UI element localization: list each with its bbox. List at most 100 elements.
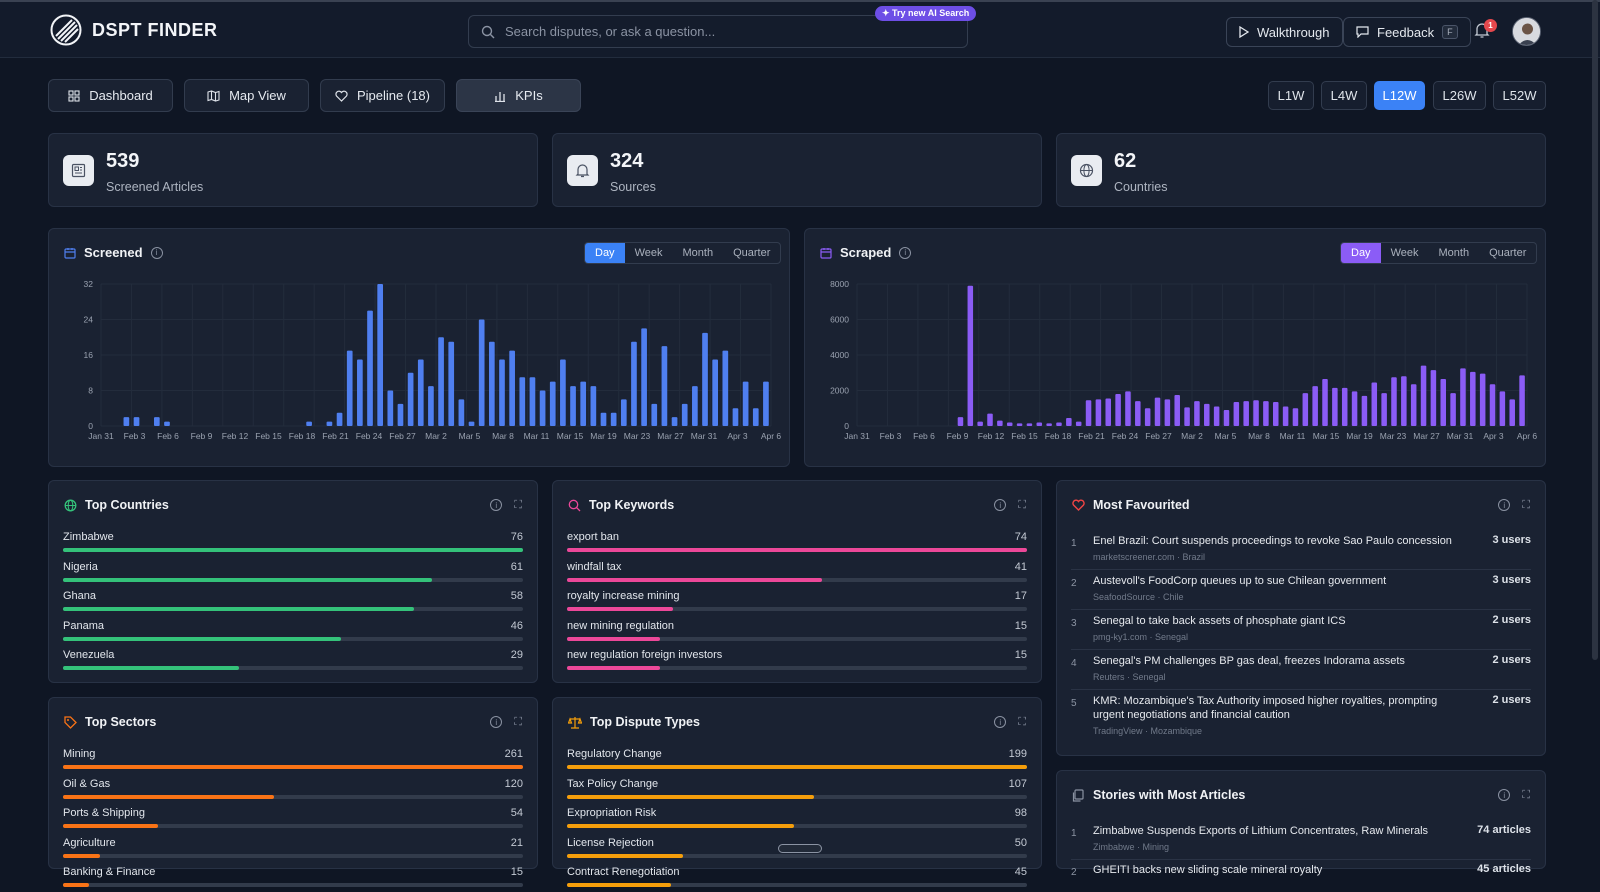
chart-bar[interactable] [1489,384,1496,426]
item-title[interactable]: Senegal to take back assets of phosphate… [1093,615,1346,627]
chart-bar[interactable] [600,412,607,426]
chart-bar[interactable] [590,386,597,426]
chart-bar[interactable] [1351,391,1358,426]
chart-bar[interactable] [1312,386,1318,426]
user-avatar[interactable] [1512,17,1541,46]
chart-bar[interactable] [722,350,729,426]
chart-bar[interactable] [1066,418,1072,426]
chart-bar[interactable] [1292,408,1299,426]
chart-bar[interactable] [763,381,769,426]
chart-bar[interactable] [1282,406,1289,426]
chart-bar[interactable] [1499,391,1506,426]
search-input[interactable] [505,24,925,39]
chart-bar[interactable] [377,284,384,426]
chart-bar[interactable] [1272,402,1279,426]
chart-bar[interactable] [1213,406,1220,426]
rank-row[interactable]: Contract Renegotiation 45 [567,866,1027,892]
chart-bar[interactable] [977,421,983,426]
tab-map-view[interactable]: Map View [184,79,309,112]
chart-bar[interactable] [123,417,130,426]
info-icon[interactable]: i [994,716,1007,728]
chart-bar[interactable] [539,390,546,427]
chart-bar[interactable] [509,350,515,426]
chart-bar[interactable] [367,310,373,426]
chart-bar[interactable] [326,421,333,426]
chart-bar[interactable] [1233,402,1240,426]
chart-bar[interactable] [153,417,160,426]
favourite-item[interactable]: 4 Senegal's PM challenges BP gas deal, f… [1071,654,1531,690]
chart-bar[interactable] [1144,408,1151,426]
rank-row[interactable]: Ghana 58 [63,590,523,616]
chart-bar[interactable] [1154,397,1161,426]
seg-week[interactable]: Week [634,247,663,259]
item-title[interactable]: Enel Brazil: Court suspends proceedings … [1093,535,1452,547]
story-item[interactable]: 1 Zimbabwe Suspends Exports of Lithium C… [1071,824,1531,860]
app-logo[interactable]: DSPT FINDER [50,14,218,46]
seg-day[interactable]: Day [1341,243,1381,263]
chart-bar[interactable] [1302,393,1309,426]
rank-row[interactable]: Banking & Finance 15 [63,866,523,892]
seg-week[interactable]: Week [1390,247,1419,259]
feedback-button[interactable]: Feedback F [1343,17,1471,47]
expand-icon[interactable]: ⛶ [1018,716,1026,728]
expand-icon[interactable]: ⛶ [514,716,522,728]
rank-row[interactable]: Agriculture 21 [63,837,523,863]
tab-pipeline[interactable]: Pipeline (18) [320,79,445,112]
range-l52w[interactable]: L52W [1493,81,1546,110]
chart-bar[interactable] [1046,423,1052,426]
range-l1w[interactable]: L1W [1268,81,1314,110]
ai-search-badge[interactable]: ✦ Try new AI Search [875,6,977,21]
chart-bar[interactable] [1410,384,1417,426]
chart-bar[interactable] [468,421,475,426]
walkthrough-button[interactable]: Walkthrough [1226,17,1343,47]
chart-bar[interactable] [519,377,526,426]
tab-kpis[interactable]: KPIs [456,79,581,112]
info-icon[interactable]: i [1498,789,1511,801]
info-icon[interactable]: i [1498,499,1511,511]
item-title[interactable]: Austevoll's FoodCorp queues up to sue Ch… [1093,575,1387,587]
chart-bar[interactable] [651,403,658,426]
rank-row[interactable]: Expropriation Risk 98 [567,807,1027,833]
chart-bar[interactable] [387,390,394,427]
rank-row[interactable]: windfall tax 41 [567,561,1027,587]
chart-bar[interactable] [1401,376,1407,426]
chart-bar[interactable] [702,332,708,426]
chart-bar[interactable] [641,328,647,426]
item-title[interactable]: KMR: Mozambique's Tax Authority imposed … [1093,695,1438,721]
chart-bar[interactable] [1036,422,1043,426]
rank-row[interactable]: Zimbabwe 76 [63,531,523,557]
chart-bar[interactable] [620,399,627,426]
info-icon[interactable]: i [899,246,912,259]
chart-bar[interactable] [1223,410,1230,426]
seg-quarter[interactable]: Quarter [733,247,771,259]
seg-day[interactable]: Day [585,243,625,263]
info-icon[interactable]: i [490,716,503,728]
chart-bar[interactable] [580,381,587,426]
chart-bar[interactable] [1263,401,1269,426]
chart-bar[interactable] [1075,421,1082,426]
page-scrollbar[interactable] [1592,0,1598,660]
chart-bar[interactable] [1460,368,1466,426]
range-l26w[interactable]: L26W [1433,81,1486,110]
range-l12w[interactable]: L12W [1374,81,1425,110]
expand-icon[interactable]: ⛶ [514,499,522,511]
expand-icon[interactable]: ⛶ [1018,499,1026,511]
chart-bar[interactable] [458,399,465,426]
rank-row[interactable]: royalty increase mining 17 [567,590,1027,616]
favourite-item[interactable]: 1 Enel Brazil: Court suspends proceeding… [1071,534,1531,570]
chart-bar[interactable] [610,412,617,426]
rank-row[interactable]: Regulatory Change 199 [567,748,1027,774]
chart-bar[interactable] [1174,394,1180,426]
chart-bar[interactable] [671,417,678,426]
chart-bar[interactable] [732,408,739,426]
chart-bar[interactable] [1194,401,1200,426]
chart-bar[interactable] [448,341,455,426]
chart-bar[interactable] [336,412,343,426]
chart-bar[interactable] [1470,371,1476,426]
chart-bar[interactable] [1095,399,1102,426]
item-title[interactable]: Zimbabwe Suspends Exports of Lithium Con… [1093,825,1429,837]
chart-bar[interactable] [407,372,414,426]
chart-bar[interactable] [570,386,576,426]
chart-bar[interactable] [1381,393,1387,426]
chart-bar[interactable] [1371,382,1378,426]
